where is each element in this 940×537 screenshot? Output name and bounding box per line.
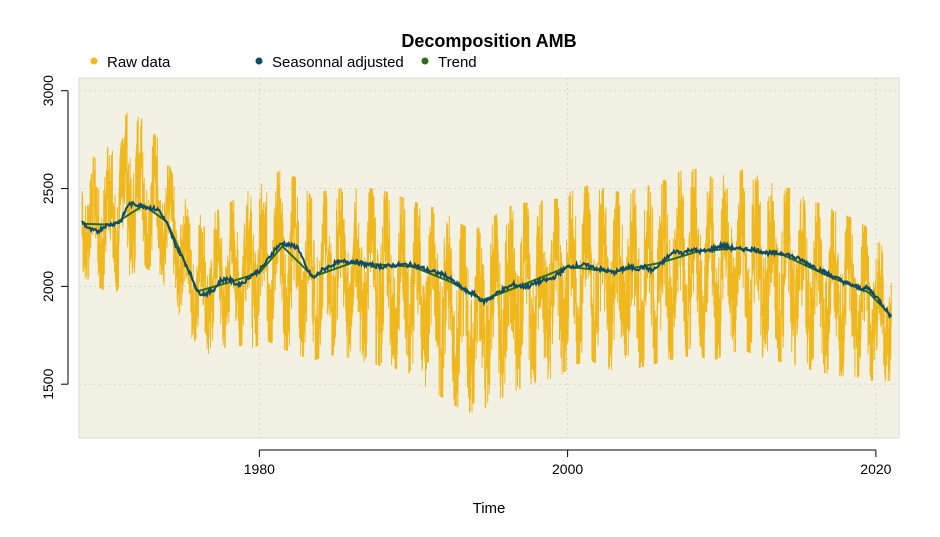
series-seasonal-adjusted bbox=[81, 200, 893, 320]
legend-marker bbox=[90, 57, 98, 65]
axes: 1980 2000 2020 1500 2000 2500 3000 bbox=[40, 75, 892, 477]
legend-label: Raw data bbox=[107, 54, 171, 71]
y-tick-label: 2000 bbox=[40, 271, 56, 302]
legend-label: Seasonnal adjusted bbox=[272, 54, 404, 71]
x-tick-label: 2020 bbox=[860, 461, 891, 477]
y-tick-label: 1500 bbox=[40, 368, 56, 399]
legend-marker bbox=[421, 57, 429, 65]
y-tick-label: 3000 bbox=[40, 75, 56, 106]
plot-frame bbox=[78, 77, 900, 439]
series-layer bbox=[81, 112, 893, 414]
legend: Raw data Seasonnal adjusted Trend bbox=[90, 54, 477, 71]
legend-marker bbox=[255, 57, 263, 65]
chart-title: Decomposition AMB bbox=[401, 31, 576, 51]
x-tick-label: 2000 bbox=[552, 461, 583, 477]
series-group bbox=[81, 112, 893, 414]
x-tick-label: 1980 bbox=[244, 461, 275, 477]
x-axis-label: Time bbox=[473, 500, 506, 517]
y-tick-label: 2500 bbox=[40, 173, 56, 204]
series-raw-data bbox=[81, 112, 892, 414]
legend-label: Trend bbox=[438, 54, 477, 71]
